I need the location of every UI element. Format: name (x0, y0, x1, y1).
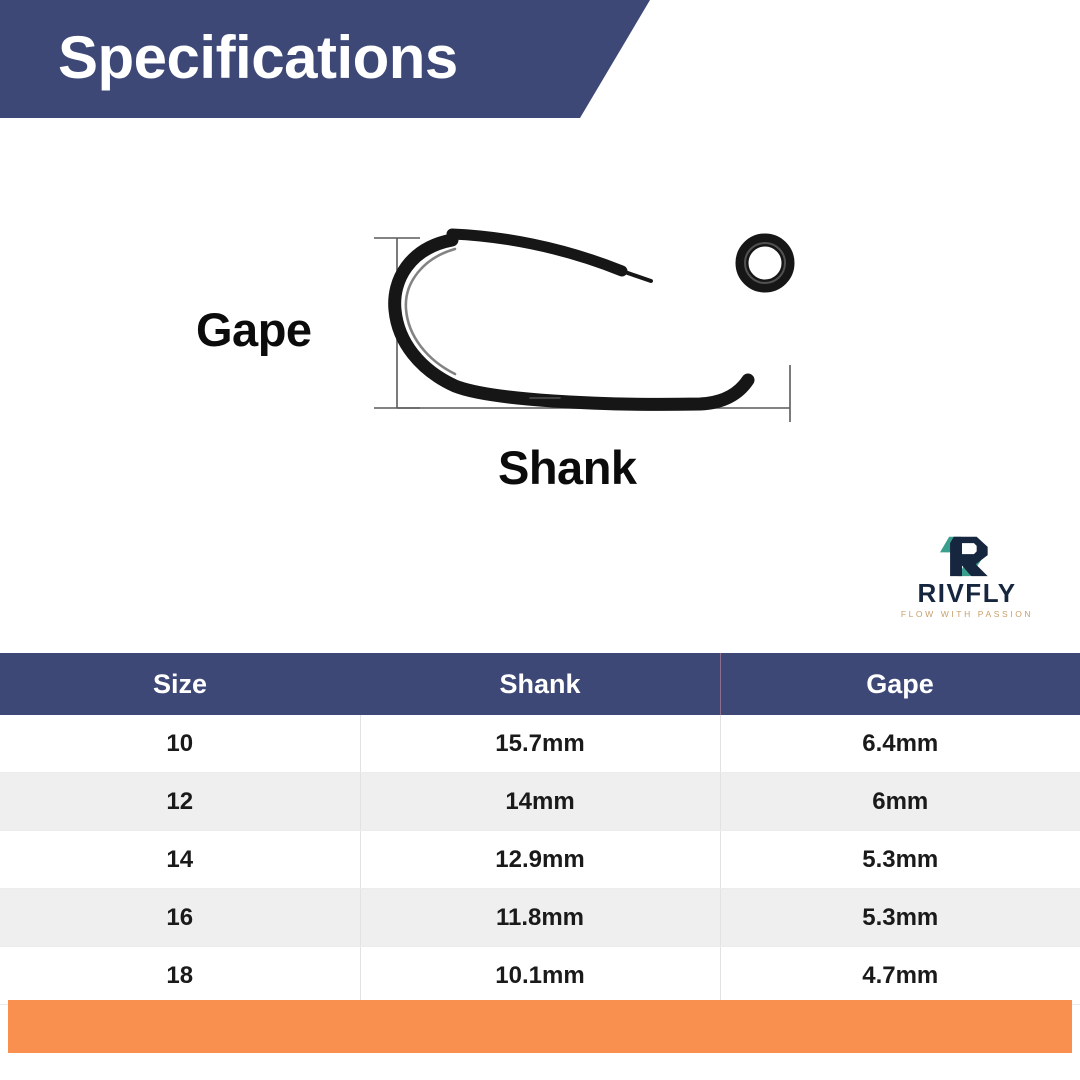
cell-gape: 6.4mm (720, 715, 1080, 773)
table-row: 10 15.7mm 6.4mm (0, 715, 1080, 773)
table-row: 18 10.1mm 4.7mm (0, 946, 1080, 1005)
column-header-shank: Shank (360, 653, 720, 715)
cell-gape: 5.3mm (720, 830, 1080, 889)
table-row: 16 11.8mm 5.3mm (0, 888, 1080, 947)
header-banner (0, 0, 650, 118)
shank-label: Shank (498, 441, 637, 494)
logo-tagline: FLOW WITH PASSION (900, 609, 1034, 619)
hook-diagram: Gape Shank (0, 150, 1080, 530)
cell-shank: 15.7mm (360, 715, 721, 773)
cell-shank: 12.9mm (360, 830, 721, 889)
fishing-jig-hook-icon (388, 228, 795, 411)
page-title: Specifications (58, 24, 458, 91)
logo-wordmark: RIVFLY (917, 578, 1017, 608)
cell-gape: 5.3mm (720, 888, 1080, 947)
cell-gape: 4.7mm (720, 946, 1080, 1005)
table-row: 12 14mm 6mm (0, 772, 1080, 831)
footer-accent-bar (8, 1000, 1072, 1053)
cell-size: 10 (0, 715, 361, 773)
cell-size: 16 (0, 888, 361, 947)
cell-shank: 14mm (360, 772, 721, 831)
cell-size: 18 (0, 946, 361, 1005)
cell-size: 14 (0, 830, 361, 889)
specifications-table: Size Shank Gape 10 15.7mm 6.4mm 12 14mm … (0, 653, 1080, 1005)
table-header-row: Size Shank Gape (0, 653, 1080, 715)
rivfly-r-monogram-icon (939, 536, 988, 577)
column-header-size: Size (0, 653, 360, 715)
brand-logo: RIVFLY FLOW WITH PASSION (892, 534, 1042, 621)
cell-gape: 6mm (720, 772, 1080, 831)
gape-label: Gape (196, 303, 312, 356)
cell-shank: 11.8mm (360, 888, 721, 947)
table-row: 14 12.9mm 5.3mm (0, 830, 1080, 889)
column-header-gape: Gape (720, 653, 1080, 715)
cell-size: 12 (0, 772, 361, 831)
cell-shank: 10.1mm (360, 946, 721, 1005)
